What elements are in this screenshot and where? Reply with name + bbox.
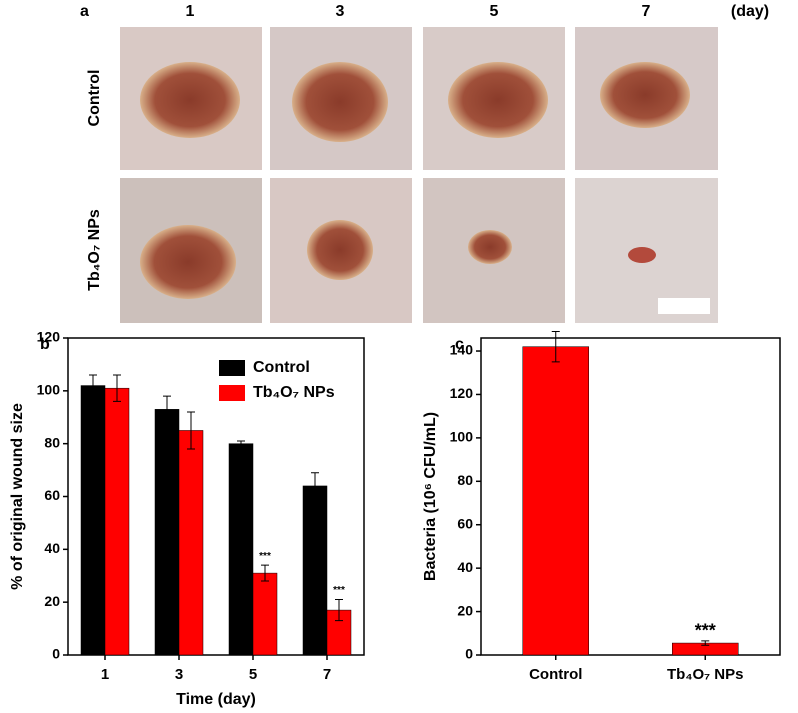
wound [600, 62, 690, 128]
annotation: *** [259, 551, 271, 562]
y-tick-label: 0 [52, 646, 60, 662]
x-tick-label: 5 [249, 666, 257, 683]
bar [104, 387, 130, 656]
legend-label: Control [253, 359, 310, 376]
error-bar [551, 330, 560, 363]
bar [178, 430, 204, 656]
wound [468, 230, 512, 264]
panel-label: b [40, 336, 50, 353]
x-axis-label: Time (day) [176, 691, 256, 708]
y-tick-label: 60 [44, 487, 60, 503]
wound [140, 62, 240, 138]
bar [154, 409, 180, 656]
y-tick-label: 80 [44, 434, 60, 450]
error-bar [701, 640, 710, 646]
y-tick-label: 0 [465, 646, 473, 662]
day-label: 5 [490, 3, 499, 20]
y-tick-label: 120 [450, 385, 474, 401]
wound [307, 220, 373, 280]
y-tick-label: 40 [457, 559, 473, 575]
legend-swatch [219, 360, 245, 376]
error-bar [311, 472, 319, 500]
x-tick-label: 3 [175, 666, 183, 683]
bar [252, 572, 278, 656]
annotation: *** [333, 585, 345, 596]
error-bar [187, 411, 195, 450]
day-unit: (day) [731, 3, 769, 20]
bar [228, 443, 254, 656]
wound [292, 62, 388, 142]
legend-label: Tb₄O₇ NPs [253, 384, 335, 401]
bar [302, 485, 328, 656]
day-label: 1 [186, 3, 195, 20]
y-tick-label: 120 [37, 329, 61, 345]
y-tick-label: 20 [44, 593, 60, 609]
x-tick-label: Control [529, 666, 582, 683]
error-bar [335, 599, 343, 622]
row-label: Control [86, 70, 103, 127]
error-bar [261, 564, 269, 582]
annotation: *** [695, 621, 716, 641]
y-tick-label: 100 [37, 382, 61, 398]
day-label: 3 [336, 3, 345, 20]
y-tick-label: 80 [457, 472, 473, 488]
error-bar [237, 440, 245, 447]
bar [522, 346, 589, 656]
error-bar [89, 374, 97, 397]
x-tick-label: Tb₄O₇ NPs [667, 666, 744, 683]
error-bar [113, 374, 121, 402]
wound [140, 225, 236, 299]
wound [448, 62, 548, 138]
y-tick-label: 60 [457, 515, 473, 531]
x-tick-label: 7 [323, 666, 331, 683]
panel-label: c [455, 336, 464, 353]
legend-swatch [219, 385, 245, 401]
y-tick-label: 100 [450, 429, 474, 445]
photos [120, 27, 718, 323]
scale-bar [658, 298, 710, 314]
wound [628, 247, 656, 263]
y-axis-label: % of original wound size [9, 403, 26, 590]
y-tick-label: 140 [450, 342, 474, 358]
panel-label: a [80, 3, 89, 20]
y-axis-label: Bacteria (10⁶ CFU/mL) [422, 412, 439, 581]
x-tick-label: 1 [101, 666, 109, 683]
day-label: 7 [642, 3, 651, 20]
y-tick-label: 40 [44, 540, 60, 556]
row-label: Tb₄O₇ NPs [86, 209, 103, 291]
bar [80, 385, 106, 656]
error-bar [163, 395, 171, 424]
y-tick-label: 20 [457, 602, 473, 618]
plot-frame [480, 337, 781, 656]
